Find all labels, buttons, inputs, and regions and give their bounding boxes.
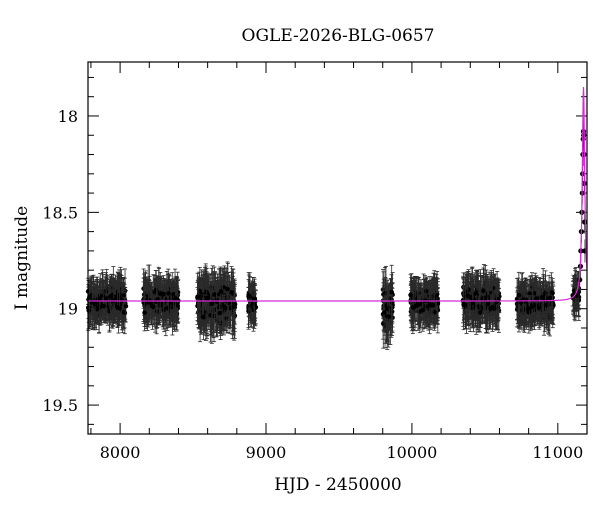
data-point [229, 290, 234, 295]
data-point [466, 294, 471, 299]
data-point [463, 303, 468, 308]
data-point [124, 304, 129, 309]
data-point [158, 291, 163, 296]
data-point [387, 314, 392, 319]
x-tick-label: 9000 [246, 443, 287, 462]
data-point [204, 296, 209, 301]
data-point [411, 305, 416, 310]
axis-ticks [88, 62, 587, 434]
x-axis-label: HJD - 2450000 [274, 475, 402, 495]
data-point [389, 290, 394, 295]
y-tick-label: 19.5 [42, 396, 78, 415]
data-point [115, 305, 120, 310]
data-point [151, 305, 156, 310]
data-point [122, 310, 127, 315]
data-point [233, 302, 238, 307]
data-point [416, 302, 421, 307]
chart-title: OGLE-2026-BLG-0657 [242, 26, 435, 46]
y-tick-label: 18.5 [42, 203, 78, 222]
data-point [381, 321, 386, 326]
data-point [418, 309, 423, 314]
data-point [201, 315, 206, 320]
data-point [478, 310, 483, 315]
data-point [166, 291, 171, 296]
data-point [492, 306, 497, 311]
data-point [485, 294, 490, 299]
data-point [477, 305, 482, 310]
data-point [248, 304, 253, 309]
data-point [248, 294, 253, 299]
data-point [381, 292, 386, 297]
plot-area [86, 87, 588, 349]
data-point [210, 302, 215, 307]
data-point [108, 294, 113, 299]
x-tick-label: 11000 [532, 443, 583, 462]
data-point [217, 311, 222, 316]
data-point [101, 304, 106, 309]
data-point [427, 303, 432, 308]
data-point [408, 293, 413, 298]
data-point [103, 289, 108, 294]
y-axis-label: I magnitude [12, 206, 32, 310]
data-point [382, 310, 387, 315]
data-point [212, 292, 217, 297]
data-point [97, 296, 102, 301]
y-tick-label: 18 [58, 107, 78, 126]
data-point [481, 288, 486, 293]
x-tick-label: 10000 [386, 443, 437, 462]
data-point [142, 310, 147, 315]
data-point [173, 296, 178, 301]
y-tick-label: 19 [58, 300, 78, 319]
data-point [225, 287, 230, 292]
data-point [486, 302, 491, 307]
data-point [104, 296, 109, 301]
x-tick-label: 8000 [100, 443, 141, 462]
data-point [195, 295, 200, 300]
data-point [252, 302, 257, 307]
